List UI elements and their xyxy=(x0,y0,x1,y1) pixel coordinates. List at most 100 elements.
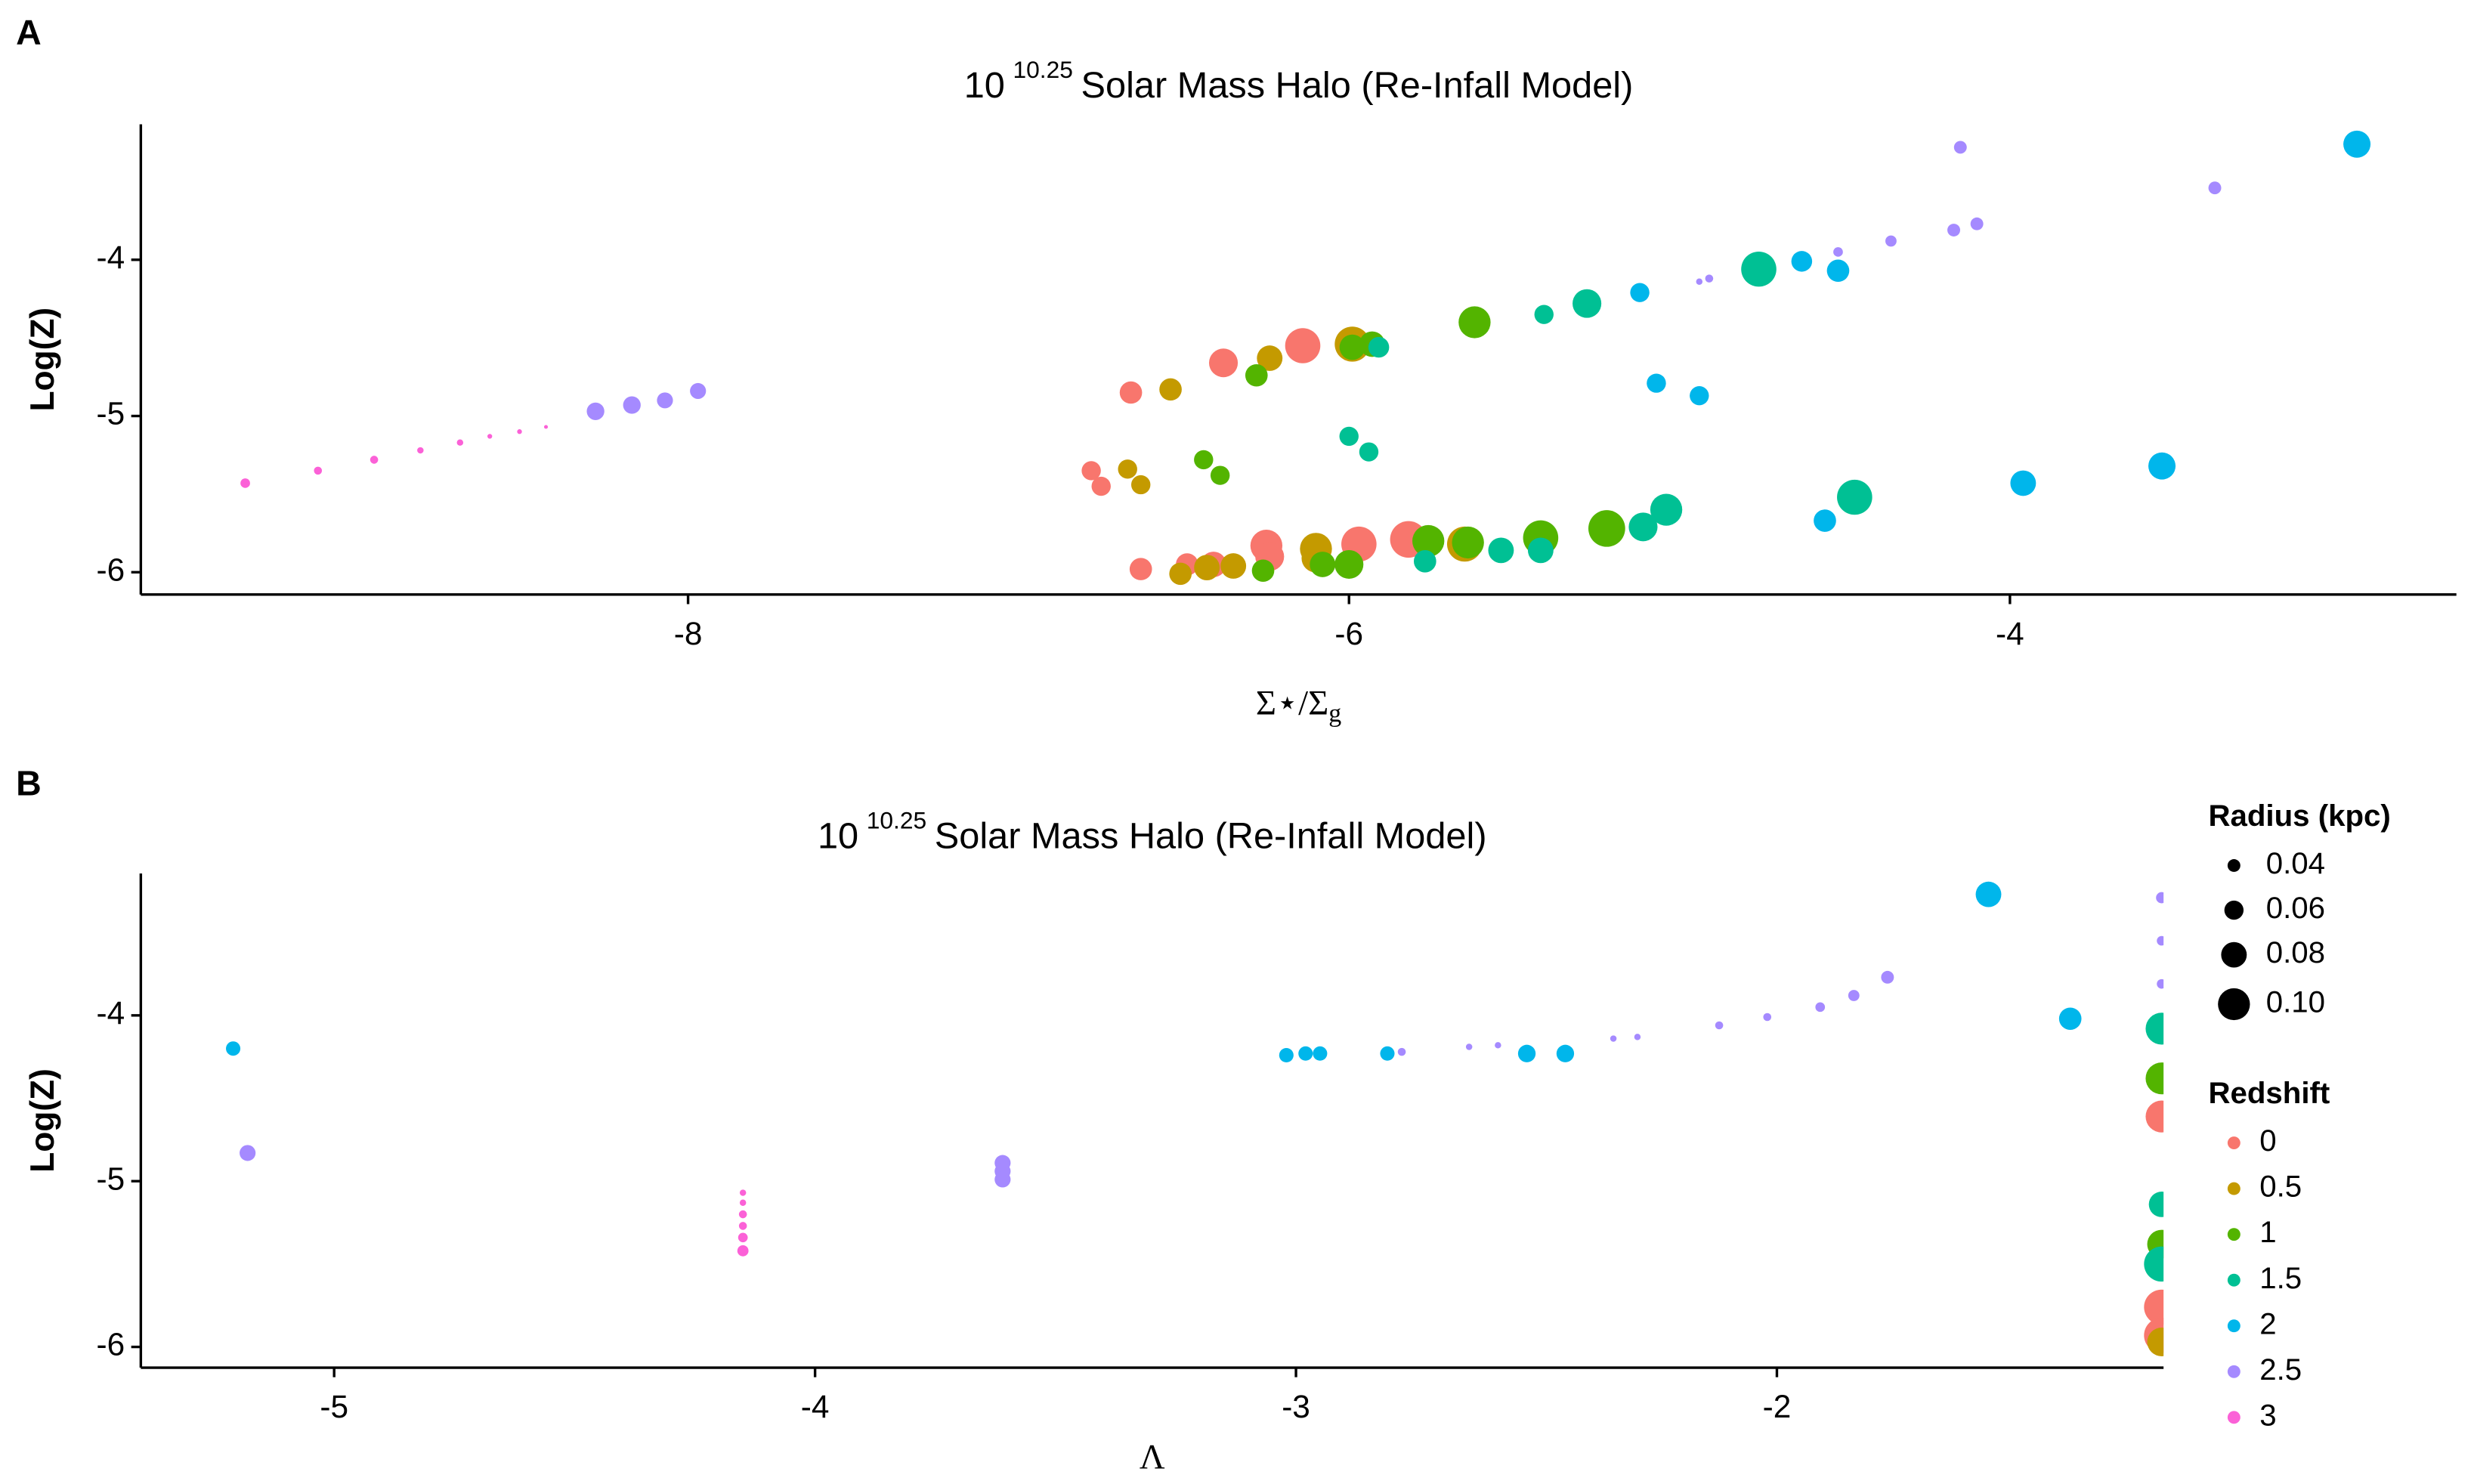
point xyxy=(1194,555,1220,580)
title-base: 10 xyxy=(964,65,1005,106)
legend-label: 3 xyxy=(2259,1398,2276,1432)
point xyxy=(2010,470,2036,496)
point xyxy=(1814,509,1836,532)
point xyxy=(1763,1013,1772,1022)
chart-title: 10 10.25 Solar Mass Halo (Re-Infall Model) xyxy=(964,56,1634,105)
point xyxy=(1826,259,1850,283)
point xyxy=(1465,1043,1473,1050)
point xyxy=(1298,1046,1313,1061)
point xyxy=(1885,235,1897,247)
point xyxy=(1118,459,1137,479)
point xyxy=(1970,217,1984,230)
point xyxy=(1081,461,1101,481)
point xyxy=(623,396,641,414)
plot-points xyxy=(240,130,2371,586)
x-tick-label: -4 xyxy=(801,1389,830,1424)
x-tick-label: -8 xyxy=(674,616,703,651)
panel-label: B xyxy=(16,763,42,802)
point xyxy=(1380,1046,1395,1061)
point xyxy=(2157,979,2164,989)
y-tick-label: -4 xyxy=(97,995,125,1031)
title-text: Solar Mass Halo (Re-Infall Model) xyxy=(1081,65,1634,106)
point xyxy=(2343,130,2371,158)
legend-color-key xyxy=(2227,1136,2241,1149)
point xyxy=(1715,1021,1724,1030)
legend-color-key xyxy=(2227,1228,2241,1241)
legend-color-key xyxy=(2227,1319,2241,1333)
point xyxy=(1285,328,1321,363)
point xyxy=(1397,1047,1406,1056)
point xyxy=(2156,892,2164,904)
point xyxy=(1696,278,1703,285)
legend-label: 1 xyxy=(2259,1215,2276,1249)
point xyxy=(314,466,323,475)
point xyxy=(417,447,424,454)
legend-label: 1.5 xyxy=(2259,1261,2302,1295)
point xyxy=(1313,1046,1328,1061)
plot-points xyxy=(226,881,2164,1356)
point xyxy=(1310,552,1336,577)
title-text: Solar Mass Halo (Re-Infall Model) xyxy=(935,816,1487,857)
x-label-text: Σ⋆/Σ xyxy=(1256,684,1328,722)
point xyxy=(738,1222,747,1230)
point xyxy=(1368,336,1390,358)
point xyxy=(1208,348,1239,378)
y-tick-label: -5 xyxy=(97,396,125,431)
legend-label: 0.08 xyxy=(2266,935,2325,969)
point xyxy=(1488,537,1514,564)
legend-title: Radius (kpc) xyxy=(2208,799,2390,833)
point xyxy=(657,392,673,409)
y-tick-label: -4 xyxy=(97,240,125,275)
x-tick-label: -2 xyxy=(1763,1389,1792,1424)
point xyxy=(1975,881,2002,907)
point xyxy=(1517,1044,1536,1062)
chart-title: 10 10.25 Solar Mass Halo (Re-Infall Model) xyxy=(818,807,1487,856)
x-tick-label: -6 xyxy=(1334,616,1363,651)
point xyxy=(1131,475,1151,495)
point xyxy=(240,478,250,488)
point xyxy=(1194,450,1214,470)
legend-label: 0 xyxy=(2259,1124,2276,1158)
point xyxy=(1412,524,1445,558)
point xyxy=(1947,224,1961,237)
point xyxy=(1610,1035,1617,1042)
point xyxy=(226,1041,241,1056)
point xyxy=(737,1244,749,1257)
title-exponent: 10.25 xyxy=(867,807,926,834)
point xyxy=(2208,181,2222,195)
point xyxy=(2145,1100,2164,1133)
legend-label: 2.5 xyxy=(2259,1353,2302,1387)
point xyxy=(543,425,549,429)
x-axis-label: Σ⋆/Σg xyxy=(1256,684,1341,728)
point xyxy=(1628,512,1658,542)
x-tick-label: -3 xyxy=(1282,1389,1310,1424)
title-exponent: 10.25 xyxy=(1013,56,1072,83)
point xyxy=(2144,1289,2164,1325)
legend-size-key xyxy=(2218,988,2250,1021)
point xyxy=(1257,345,1283,371)
point xyxy=(1159,378,1182,401)
point xyxy=(1588,510,1625,547)
point xyxy=(2144,1246,2164,1282)
legend-color-key xyxy=(2227,1182,2241,1195)
point xyxy=(1129,558,1152,580)
x-tick-label: -4 xyxy=(1996,616,2024,651)
point xyxy=(690,382,707,400)
point xyxy=(1815,1002,1826,1013)
x-label-subscript: g xyxy=(1328,700,1341,728)
point xyxy=(739,1199,747,1206)
point xyxy=(517,429,522,434)
legend-title: Redshift xyxy=(2208,1076,2330,1110)
point xyxy=(456,439,464,446)
point xyxy=(738,1210,747,1219)
point xyxy=(1833,247,1843,257)
point xyxy=(1458,306,1491,339)
y-axis-label: Log(Z) xyxy=(24,308,61,412)
point xyxy=(586,402,605,420)
legend-color-key xyxy=(2227,1411,2241,1424)
point xyxy=(487,434,493,439)
point xyxy=(1705,274,1714,283)
point xyxy=(1245,364,1268,387)
